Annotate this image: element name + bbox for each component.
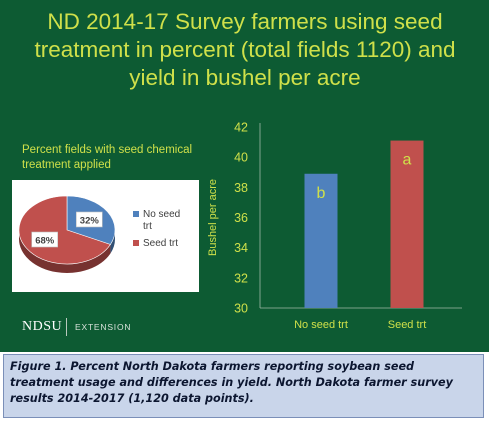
y-tick-label-4: 38	[234, 181, 248, 195]
bar-0	[304, 173, 338, 308]
pie-label-box-1	[31, 231, 59, 248]
y-tick-label-2: 34	[234, 241, 248, 255]
bar-label-0: b	[317, 185, 326, 202]
slide-background: ND 2014-17 Survey farmers using seed tre…	[0, 0, 489, 352]
y-tick-label-5: 40	[234, 151, 248, 165]
pie-value-label-1: 68%	[35, 236, 55, 247]
x-tick-label-0: No seed trt	[294, 319, 348, 331]
legend-swatch-1	[133, 240, 139, 246]
y-tick-label-6: 42	[234, 121, 248, 135]
pie-value-label-0: 32%	[80, 215, 100, 226]
legend-swatch-0	[133, 211, 139, 217]
bar-1	[390, 140, 424, 308]
legend-label-0: No seed	[143, 209, 180, 220]
chart-title: ND 2014-17 Survey farmers using seed tre…	[34, 9, 456, 90]
extension-label: EXTENSION	[75, 322, 132, 332]
ndsu-logo: NDSU	[22, 319, 63, 334]
legend-label-cont-0: trt	[143, 221, 152, 232]
y-tick-label-3: 36	[234, 211, 248, 225]
legend-label-1: Seed trt	[143, 238, 178, 249]
footer-divider	[66, 318, 67, 336]
y-tick-label-0: 30	[234, 302, 248, 316]
figure-caption: Figure 1. Percent North Dakota farmers r…	[3, 354, 484, 418]
pie-slice-side-1	[19, 230, 111, 273]
pie-title: Percent fields with seed chemical treatm…	[22, 144, 193, 171]
pie-label-box-0	[75, 211, 103, 228]
bar-chart: Bushel per acre 30 32 34 36 38 40 42 b No seed tr…	[207, 121, 462, 331]
bar-label-1: a	[403, 152, 412, 169]
pie-slice-side-0	[110, 230, 115, 254]
pie-chart-panel: 32% 68% No seed trt Seed trt	[12, 180, 199, 292]
y-tick-label-1: 32	[234, 271, 248, 285]
x-tick-label-1: Seed trt	[388, 319, 427, 331]
y-axis-label: Bushel per acre	[207, 179, 219, 256]
